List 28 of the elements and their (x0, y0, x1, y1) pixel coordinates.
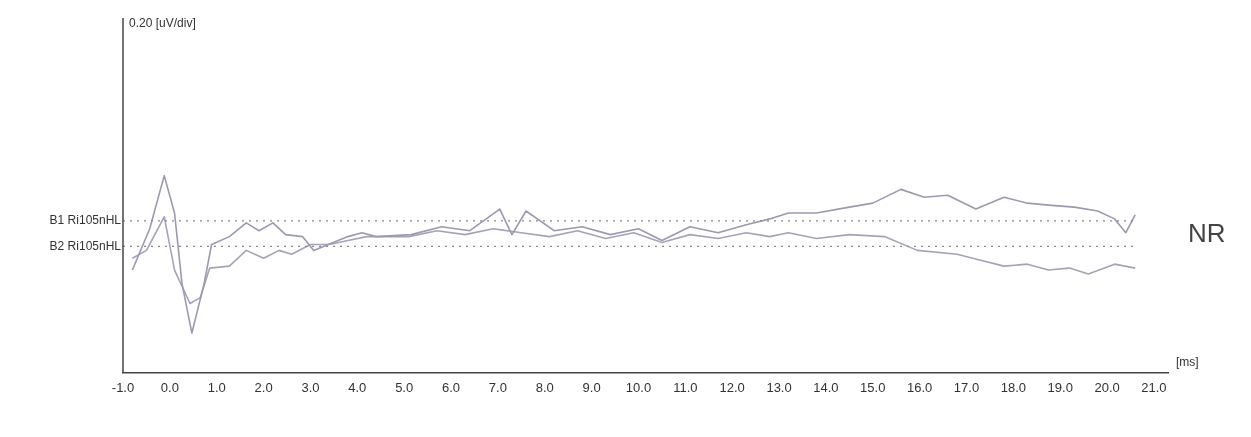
x-tick-label: 8.0 (535, 379, 554, 395)
x-tick-label: 2.0 (254, 379, 273, 395)
x-tick-label: 7.0 (488, 379, 507, 395)
x-tick-label: 17.0 (953, 379, 980, 395)
x-tick-label: 4.0 (348, 379, 367, 395)
x-axis-title: [ms] (1176, 354, 1199, 369)
x-tick-label: 5.0 (395, 379, 414, 395)
x-tick-label: 20.0 (1094, 379, 1120, 395)
x-tick-label: 18.0 (1000, 379, 1027, 395)
x-tick-label: 3.0 (301, 379, 320, 395)
x-tick-label: 14.0 (813, 379, 839, 395)
x-tick-label: 1.0 (207, 379, 226, 395)
x-tick-label: 10.0 (625, 379, 652, 395)
x-tick-label: 9.0 (582, 379, 601, 395)
ref-line-label: B1 Ri105nHL (49, 213, 122, 228)
x-tick-label: 16.0 (906, 379, 933, 395)
x-tick-label: 6.0 (441, 379, 461, 395)
x-tick-label: 13.0 (766, 379, 792, 395)
x-tick-label: 21.0 (1141, 379, 1167, 395)
text: NR (1188, 217, 1226, 248)
x-tick-label: 12.0 (719, 379, 745, 395)
x-tick-label: 15.0 (860, 379, 886, 395)
x-tick-label: -1.0 (111, 379, 135, 395)
x-tick-label: 0.0 (160, 379, 179, 395)
x-tick-label: 19.0 (1047, 379, 1073, 395)
ref-line-label: B2 Ri105nHL (49, 238, 122, 253)
text: 0.20 [uV/div] (129, 16, 196, 31)
x-tick-label: 11.0 (673, 379, 698, 395)
